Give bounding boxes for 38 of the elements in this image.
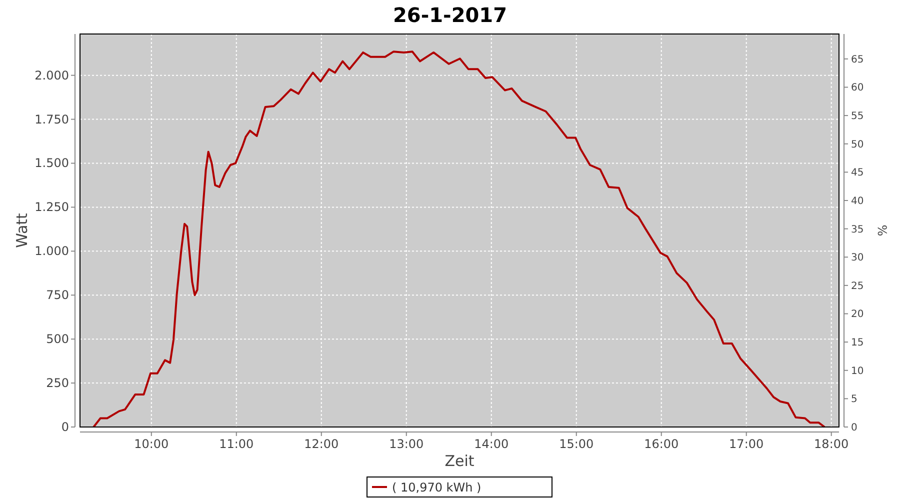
- y-tick-label: 1.250: [34, 200, 69, 214]
- y2-tick-label: 55: [851, 111, 864, 122]
- legend-label: ( 10,970 kWh ): [392, 480, 482, 494]
- y2-tick-label: 0: [851, 422, 858, 434]
- x-tick-label: 15:00: [559, 437, 594, 451]
- y2-tick-label: 5: [851, 394, 858, 406]
- y-tick-label: 250: [46, 376, 69, 390]
- x-tick-label: 14:00: [474, 437, 509, 451]
- x-tick-label: 10:00: [134, 437, 169, 451]
- x-tick-label: 16:00: [644, 437, 679, 451]
- y-axis-title: Watt: [13, 212, 31, 248]
- y-tick-label: 0: [61, 420, 69, 434]
- y2-tick-label: 60: [851, 82, 864, 94]
- x-axis-title: Zeit: [444, 452, 474, 470]
- y2-tick-label: 65: [851, 54, 864, 66]
- y2-tick-label: 35: [851, 224, 864, 236]
- y2-tick-label: 50: [851, 139, 864, 150]
- y-tick-label: 2.000: [34, 68, 69, 82]
- y-tick-label: 1.500: [34, 156, 69, 170]
- y2-tick-label: 25: [851, 280, 864, 292]
- x-tick-label: 18:00: [814, 437, 849, 451]
- x-tick-label: 17:00: [729, 437, 764, 451]
- y-tick-label: 500: [46, 332, 69, 346]
- x-tick-label: 11:00: [219, 437, 254, 451]
- line-series: [92, 50, 826, 428]
- y2-tick-label: 15: [851, 338, 864, 349]
- y2-axis-title: %: [875, 224, 889, 236]
- y-tick-label: 1.750: [34, 112, 69, 126]
- y-tick-label: 1.000: [34, 244, 69, 258]
- chart-title: 26-1-2017: [392, 3, 508, 27]
- y-tick-label: 750: [46, 288, 69, 302]
- y2-tick-label: 10: [851, 366, 864, 377]
- y2-tick-label: 40: [851, 196, 864, 207]
- x-tick-label: 12:00: [304, 437, 339, 451]
- x-tick-label: 13:00: [389, 437, 424, 451]
- y2-tick-label: 30: [851, 252, 864, 264]
- y2-tick-label: 20: [851, 309, 864, 320]
- y2-tick-label: 45: [851, 168, 864, 179]
